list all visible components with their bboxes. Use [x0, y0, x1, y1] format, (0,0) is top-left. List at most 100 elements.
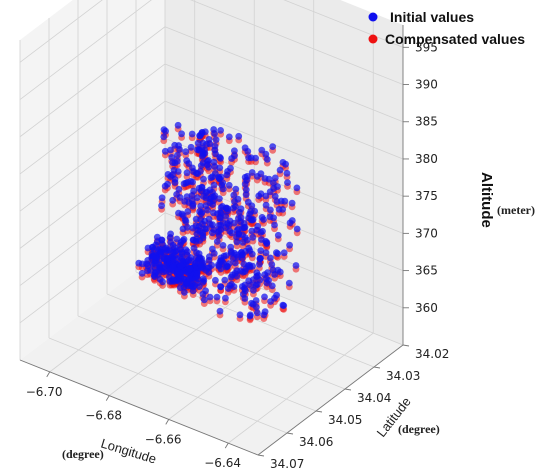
point-initial: [235, 132, 243, 140]
x-tick-label: −6.64: [204, 456, 241, 470]
y-tick-mark: [257, 454, 265, 457]
z-tick-label: 370: [415, 226, 438, 240]
y-tick-label: 34.04: [357, 391, 391, 405]
point-initial: [221, 276, 229, 284]
point-initial: [209, 221, 216, 229]
point-initial: [261, 175, 269, 182]
point-initial: [276, 166, 284, 174]
point-initial: [222, 294, 229, 302]
point-initial: [258, 146, 266, 154]
point-initial: [267, 206, 274, 214]
point-initial: [283, 169, 291, 177]
point-initial: [197, 130, 205, 138]
point-initial: [248, 216, 256, 224]
point-initial: [265, 277, 272, 284]
tick-labels: −6.70 −6.68 −6.66 −6.64 34.02 34.03 34.04 34.05…: [26, 40, 450, 471]
point-initial: [169, 171, 176, 179]
point-initial: [241, 295, 249, 302]
point-initial: [217, 154, 225, 162]
point-initial: [199, 290, 207, 298]
z-tick-label: 360: [415, 301, 438, 315]
point-initial: [216, 195, 223, 203]
point-initial: [271, 174, 279, 182]
legend-marker-compensated: [368, 34, 378, 44]
point-initial: [270, 214, 277, 222]
point-initial: [177, 270, 185, 277]
point-initial: [186, 264, 194, 272]
point-initial: [213, 238, 221, 245]
point-initial: [175, 278, 183, 285]
point-initial: [217, 254, 225, 262]
y-tick-label: 34.07: [270, 457, 304, 471]
point-initial: [271, 271, 278, 278]
point-initial: [181, 198, 189, 205]
point-initial: [197, 210, 205, 218]
point-initial: [149, 252, 157, 260]
point-initial: [213, 293, 221, 301]
point-initial: [237, 218, 244, 226]
point-initial: [284, 179, 291, 187]
point-initial: [144, 244, 152, 252]
point-initial: [169, 196, 177, 204]
point-initial: [223, 171, 231, 179]
grid-line-x-floor: [109, 285, 255, 396]
data-points: [135, 121, 301, 324]
point-initial: [216, 164, 224, 172]
point-initial: [224, 207, 232, 215]
point-initial: [147, 266, 154, 274]
point-initial: [252, 282, 260, 289]
point-initial: [262, 192, 270, 200]
point-initial: [210, 181, 218, 189]
point-initial: [179, 225, 187, 233]
point-initial: [178, 248, 186, 256]
point-initial: [233, 238, 241, 246]
grid-line-z-back: [164, 100, 404, 197]
point-initial: [188, 197, 196, 205]
point-initial: [246, 261, 253, 269]
point-initial: [267, 254, 274, 262]
point-initial: [197, 162, 205, 170]
point-initial: [253, 226, 260, 234]
point-initial: [185, 160, 193, 167]
point-initial: [212, 150, 220, 158]
point-initial: [233, 267, 241, 275]
point-initial: [253, 173, 261, 180]
point-initial: [158, 194, 166, 202]
point-initial: [177, 262, 185, 270]
point-initial: [262, 249, 270, 257]
y-tick-mark: [286, 432, 294, 435]
point-initial: [240, 260, 248, 268]
grid-line-y-floor: [106, 293, 346, 390]
z-tick-label: 375: [415, 189, 438, 203]
point-initial: [192, 222, 200, 230]
point-initial: [199, 234, 207, 242]
y-axis-line: [257, 344, 404, 456]
grid-line-z-side: [19, 100, 166, 212]
point-initial: [228, 229, 236, 237]
point-initial: [205, 136, 213, 143]
point-initial: [199, 229, 207, 237]
point-initial: [178, 130, 186, 138]
z-tick-label: 390: [415, 78, 438, 92]
point-initial: [232, 185, 240, 193]
point-initial: [273, 198, 281, 205]
point-initial: [174, 121, 182, 129]
y-tick-label: 34.02: [415, 347, 449, 361]
point-initial: [263, 156, 271, 163]
grid-line-z-side: [19, 175, 166, 286]
point-initial: [288, 199, 296, 207]
point-initial: [206, 293, 214, 301]
x-tick-label: −6.68: [85, 409, 122, 423]
point-initial: [222, 263, 230, 271]
point-initial: [288, 217, 296, 224]
point-initial: [203, 161, 211, 169]
point-initial: [154, 238, 161, 246]
point-initial: [252, 297, 260, 304]
point-initial: [217, 214, 224, 222]
point-initial: [219, 203, 226, 210]
point-initial: [224, 220, 232, 227]
point-initial: [207, 174, 215, 182]
x-axis-line: [19, 359, 259, 456]
point-initial: [274, 231, 282, 239]
